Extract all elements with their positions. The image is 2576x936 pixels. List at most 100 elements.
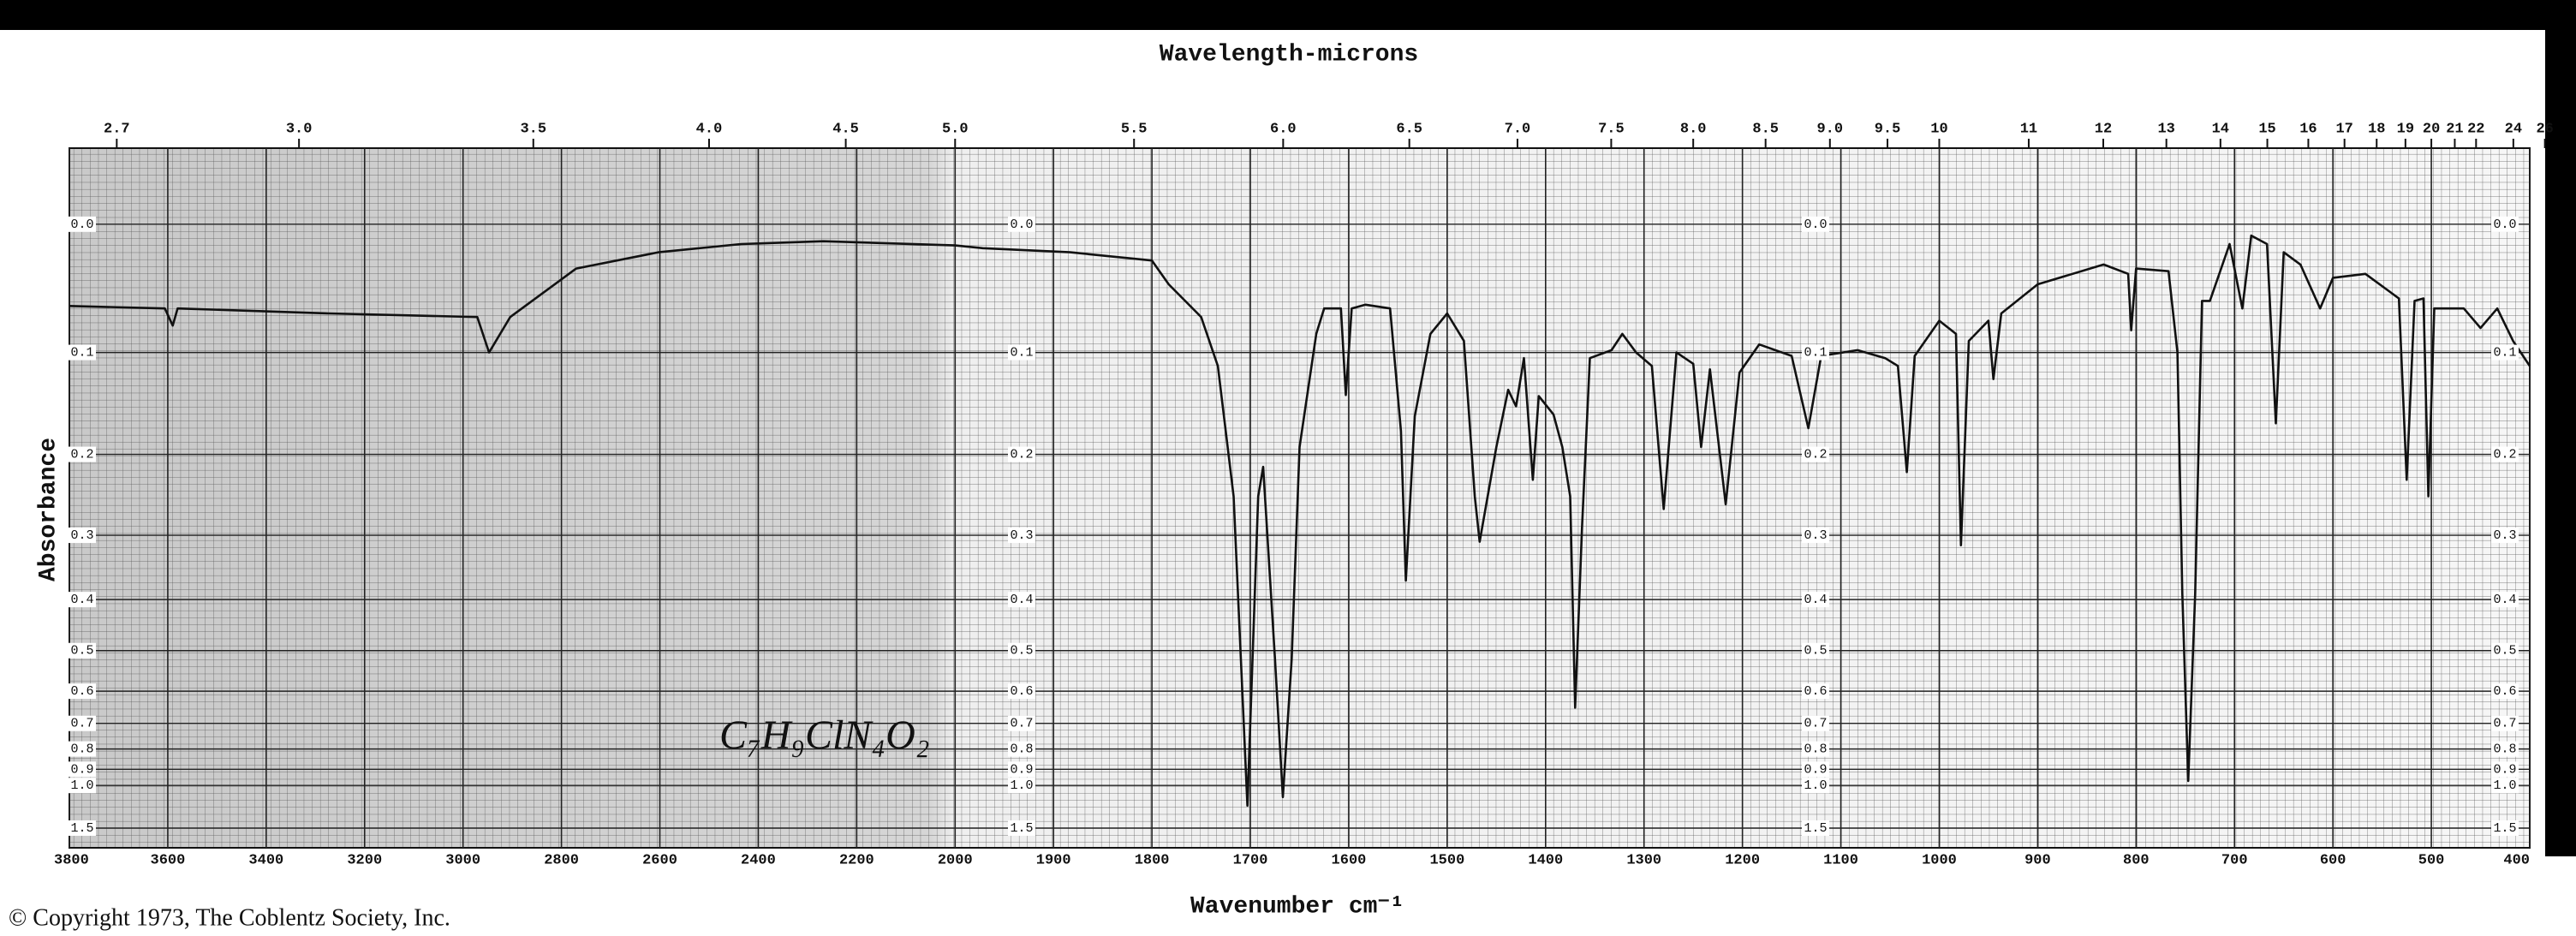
y-tick-label-bg bbox=[1008, 344, 1035, 361]
x2-tick-label: 7.0 bbox=[1505, 121, 1531, 137]
y-tick-label: 0.4 bbox=[70, 593, 93, 607]
y-tick-label: 0.2 bbox=[1010, 448, 1033, 462]
y-tick-label: 0.6 bbox=[1804, 684, 1827, 699]
y-tick-label: 0.2 bbox=[70, 448, 93, 462]
x-tick-label: 1300 bbox=[1626, 852, 1661, 868]
y-tick-label: 0.3 bbox=[2493, 528, 2516, 543]
y-tick-label-bg bbox=[2491, 820, 2519, 836]
y-tick-label-bg bbox=[2491, 778, 2519, 794]
x-tick-label: 3200 bbox=[347, 852, 382, 868]
y-tick-label-bg bbox=[1008, 761, 1035, 778]
x-tick-label: 3000 bbox=[445, 852, 480, 868]
y-tick-label-bg bbox=[1802, 741, 1829, 757]
y-tick-label: 0.3 bbox=[1010, 528, 1033, 543]
x2-tick-label: 4.5 bbox=[832, 121, 859, 137]
y-tick-label: 0.4 bbox=[1804, 593, 1827, 607]
y-tick-label-bg bbox=[2491, 446, 2519, 462]
y-tick-label: 0.5 bbox=[1010, 644, 1033, 659]
y-tick-label-bg bbox=[69, 592, 96, 608]
x-tick-label: 1000 bbox=[1922, 852, 1957, 868]
scan-border bbox=[2545, 0, 2576, 856]
y-tick-label: 0.8 bbox=[1804, 742, 1827, 757]
formula-annotation: C₇H₉ClN₄O₂ bbox=[719, 712, 929, 758]
y-tick-label-bg bbox=[1008, 446, 1035, 462]
y-tick-label: 0.2 bbox=[2493, 448, 2516, 462]
x-axis-label: Wavenumber cm⁻¹ bbox=[1190, 893, 1404, 920]
y-tick-label: 1.0 bbox=[70, 778, 93, 793]
x2-tick-label: 24 bbox=[2505, 121, 2522, 137]
x-tick-label: 3800 bbox=[54, 852, 89, 868]
y-tick-label-bg bbox=[1008, 778, 1035, 794]
x-tick-label: 1600 bbox=[1332, 852, 1367, 868]
y-tick-label-bg bbox=[69, 344, 96, 361]
y-tick-label: 0.5 bbox=[1804, 644, 1827, 659]
marks bbox=[69, 234, 2531, 808]
y-axis-label: Absorbance bbox=[35, 438, 62, 581]
x-tick-label: 2000 bbox=[938, 852, 973, 868]
y-tick-label-bg bbox=[2491, 216, 2519, 232]
x-tick-label: 1700 bbox=[1233, 852, 1268, 868]
x2-tick-label: 8.5 bbox=[1752, 121, 1779, 137]
y-tick-label-bg bbox=[69, 715, 96, 731]
x-tick-label: 1200 bbox=[1725, 852, 1760, 868]
x-tick-label: 3400 bbox=[248, 852, 283, 868]
x-tick-label: 2800 bbox=[544, 852, 579, 868]
copyright: © Copyright 1973, The Coblentz Society, … bbox=[9, 904, 450, 931]
x2-tick-label: 3.0 bbox=[286, 121, 313, 137]
y-tick-label: 0.9 bbox=[1010, 762, 1033, 777]
y-tick-label-bg bbox=[1802, 642, 1829, 659]
y-tick-label-bg bbox=[69, 528, 96, 544]
x2-tick-label: 12 bbox=[2095, 121, 2112, 137]
y-tick-label: 0.7 bbox=[2493, 717, 2516, 731]
y-tick-label-bg bbox=[2491, 761, 2519, 778]
y-tick-label-bg bbox=[69, 216, 96, 232]
y-tick-label-bg bbox=[1802, 216, 1829, 232]
y-tick-label-bg bbox=[1008, 216, 1035, 232]
x-tick-label: 1500 bbox=[1429, 852, 1464, 868]
y-tick-label-bg bbox=[69, 642, 96, 659]
grid bbox=[69, 139, 2546, 848]
y-tick-label: 0.1 bbox=[70, 346, 93, 361]
y-tick-label-bg bbox=[1802, 683, 1829, 700]
y-tick-label-bg bbox=[2491, 592, 2519, 608]
x2-tick-label: 15 bbox=[2258, 121, 2275, 137]
x2-tick-label: 26 bbox=[2536, 121, 2553, 137]
x2-tick-label: 14 bbox=[2212, 121, 2229, 137]
y-tick-label: 0.1 bbox=[1010, 346, 1033, 361]
x2-tick-label: 21 bbox=[2446, 121, 2463, 137]
x2-tick-label: 4.0 bbox=[696, 121, 723, 137]
x-tick-label: 800 bbox=[2123, 852, 2150, 868]
x-tick-label: 1800 bbox=[1135, 852, 1170, 868]
x2-tick-label: 2.7 bbox=[104, 121, 130, 137]
y-tick-label-bg bbox=[2491, 528, 2519, 544]
y-tick-label: 0.9 bbox=[70, 762, 93, 777]
y-tick-label-bg bbox=[1802, 528, 1829, 544]
y-tick-label-bg bbox=[1008, 715, 1035, 731]
x-tick-label: 900 bbox=[2024, 852, 2051, 868]
x2-tick-label: 13 bbox=[2157, 121, 2174, 137]
y-tick-label-bg bbox=[1008, 642, 1035, 659]
x-tick-label: 400 bbox=[2503, 852, 2530, 868]
y-tick-label: 1.5 bbox=[70, 821, 93, 836]
y-tick-label: 0.2 bbox=[1804, 448, 1827, 462]
x2-tick-label: 6.5 bbox=[1396, 121, 1422, 137]
y-tick-label-bg bbox=[1802, 715, 1829, 731]
y-tick-label-bg bbox=[1008, 592, 1035, 608]
spectrum-line bbox=[69, 234, 2531, 808]
y-tick-label: 1.5 bbox=[2493, 821, 2516, 836]
y-tick-label-bg bbox=[1802, 778, 1829, 794]
y-tick-label: 1.0 bbox=[1010, 778, 1033, 793]
y-tick-label: 0.6 bbox=[1010, 684, 1033, 699]
y-tick-label: 1.0 bbox=[1804, 778, 1827, 793]
scan-border bbox=[0, 0, 2576, 30]
y-tick-label: 0.1 bbox=[1804, 346, 1827, 361]
x2-tick-label: 5.5 bbox=[1121, 121, 1148, 137]
y-tick-label: 0.0 bbox=[70, 218, 93, 232]
y-tick-label-bg bbox=[1008, 528, 1035, 544]
x-tick-label: 2200 bbox=[839, 852, 874, 868]
y-tick-label: 0.0 bbox=[1804, 218, 1827, 232]
x-tick-label: 700 bbox=[2221, 852, 2248, 868]
x2-tick-label: 17 bbox=[2335, 121, 2352, 137]
y-tick-label-bg bbox=[69, 683, 96, 700]
y-tick-label-bg bbox=[1802, 592, 1829, 608]
